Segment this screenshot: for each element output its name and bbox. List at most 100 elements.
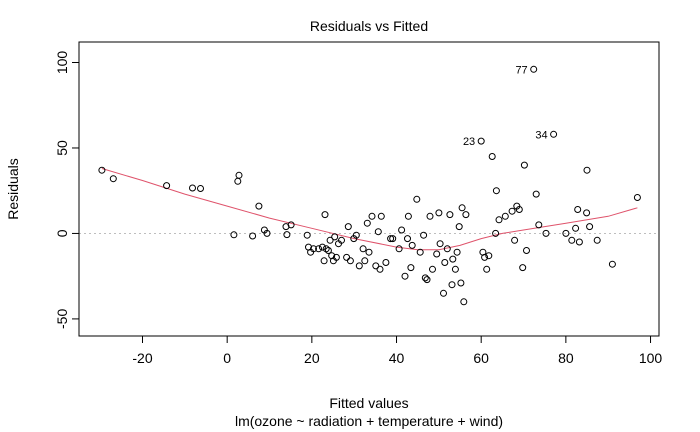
x-tick-label: 80 (558, 350, 574, 366)
residual-point (365, 248, 373, 256)
residual-point (593, 236, 601, 244)
residual-point (586, 223, 594, 231)
residual-point (368, 212, 376, 220)
outlier-label: 34 (535, 129, 547, 141)
residual-point (255, 202, 263, 210)
x-tick-label: 0 (223, 350, 231, 366)
x-axis-label: Fitted values (329, 395, 408, 411)
y-axis-label: Residuals (5, 158, 21, 219)
residual-point (575, 238, 583, 246)
residual-point (404, 235, 411, 243)
residual-point (398, 226, 406, 234)
residual-point (283, 231, 291, 239)
residual-point (189, 184, 196, 192)
x-tick-label: 40 (389, 350, 405, 366)
residual-point (338, 236, 345, 244)
residual-point (401, 272, 409, 280)
residual-point (523, 247, 530, 254)
x-tick-label: 20 (304, 350, 320, 366)
residual-point (234, 177, 242, 185)
residual-point (515, 206, 523, 213)
residual-point (320, 257, 328, 265)
residual-point (460, 298, 468, 306)
smooth-curve-layer (101, 168, 638, 251)
residual-point (511, 236, 519, 244)
residual-point (492, 229, 500, 237)
residual-point (421, 274, 429, 282)
residual-point (303, 231, 311, 239)
chart-title: Residuals vs Fitted (310, 18, 428, 34)
residual-point (310, 245, 317, 253)
residual-point (495, 216, 503, 224)
residual-point (550, 130, 558, 138)
residual-point (332, 253, 340, 261)
residual-point (443, 245, 451, 253)
residual-point (343, 253, 351, 261)
residual-point (374, 228, 382, 236)
residual-point (542, 229, 550, 237)
residual-point (321, 211, 329, 219)
residual-point (433, 250, 441, 258)
residual-point (440, 289, 447, 297)
smooth-curve (101, 168, 638, 251)
residual-point (608, 260, 616, 268)
residual-point (408, 241, 416, 249)
residual-point (429, 265, 436, 273)
residual-point (363, 219, 371, 227)
residual-point (530, 65, 538, 73)
residual-point (441, 259, 449, 266)
residual-point (483, 265, 491, 273)
y-tick-label: 50 (54, 140, 70, 156)
residual-point (98, 166, 106, 174)
residual-point (235, 171, 243, 179)
y-tick-label: -50 (54, 309, 70, 329)
residual-point (230, 231, 238, 239)
residual-point (372, 262, 380, 270)
residual-point (326, 236, 334, 244)
residual-point (462, 211, 470, 219)
x-tick-label: -20 (132, 350, 152, 366)
chart-subtitle: lm(ozone ~ radiation + temperature + win… (235, 413, 503, 429)
x-axis: -20 0 20 40 60 80 100 (132, 335, 663, 366)
residual-point (572, 224, 580, 232)
residual-point (520, 161, 528, 169)
residual-point (404, 212, 412, 220)
residual-point (508, 207, 516, 215)
residual-point (376, 265, 384, 273)
residual-point (449, 255, 457, 263)
residual-point (562, 229, 570, 237)
residual-point (583, 209, 591, 217)
residual-point (382, 259, 390, 266)
residual-point (407, 264, 415, 272)
outlier-label: 23 (463, 136, 475, 148)
residual-point (361, 257, 369, 265)
residual-point (318, 243, 326, 251)
residual-point (387, 235, 395, 243)
residual-point (446, 211, 454, 219)
residual-point (346, 257, 354, 265)
residual-point (197, 185, 204, 192)
points-layer (98, 65, 641, 306)
residual-point (435, 209, 443, 217)
x-tick-label: 60 (473, 350, 489, 366)
annotation-layer: 77 23 34 (463, 64, 548, 148)
residual-point (287, 221, 295, 229)
residual-point (420, 231, 428, 239)
residual-point (453, 248, 461, 256)
residual-point (574, 206, 582, 213)
residual-point (389, 235, 397, 243)
residual-point (331, 233, 339, 241)
residual-point (457, 279, 465, 287)
y-axis: -50 0 50 100 (54, 51, 80, 329)
residual-point (163, 182, 171, 190)
residual-point (477, 137, 485, 145)
residual-point (633, 194, 641, 201)
residual-point (451, 265, 459, 273)
residual-point (355, 262, 363, 270)
residual-point (519, 264, 527, 272)
residual-point (413, 195, 421, 203)
residual-point (109, 175, 117, 183)
x-tick-label: 100 (639, 350, 663, 366)
residual-point (359, 245, 367, 253)
